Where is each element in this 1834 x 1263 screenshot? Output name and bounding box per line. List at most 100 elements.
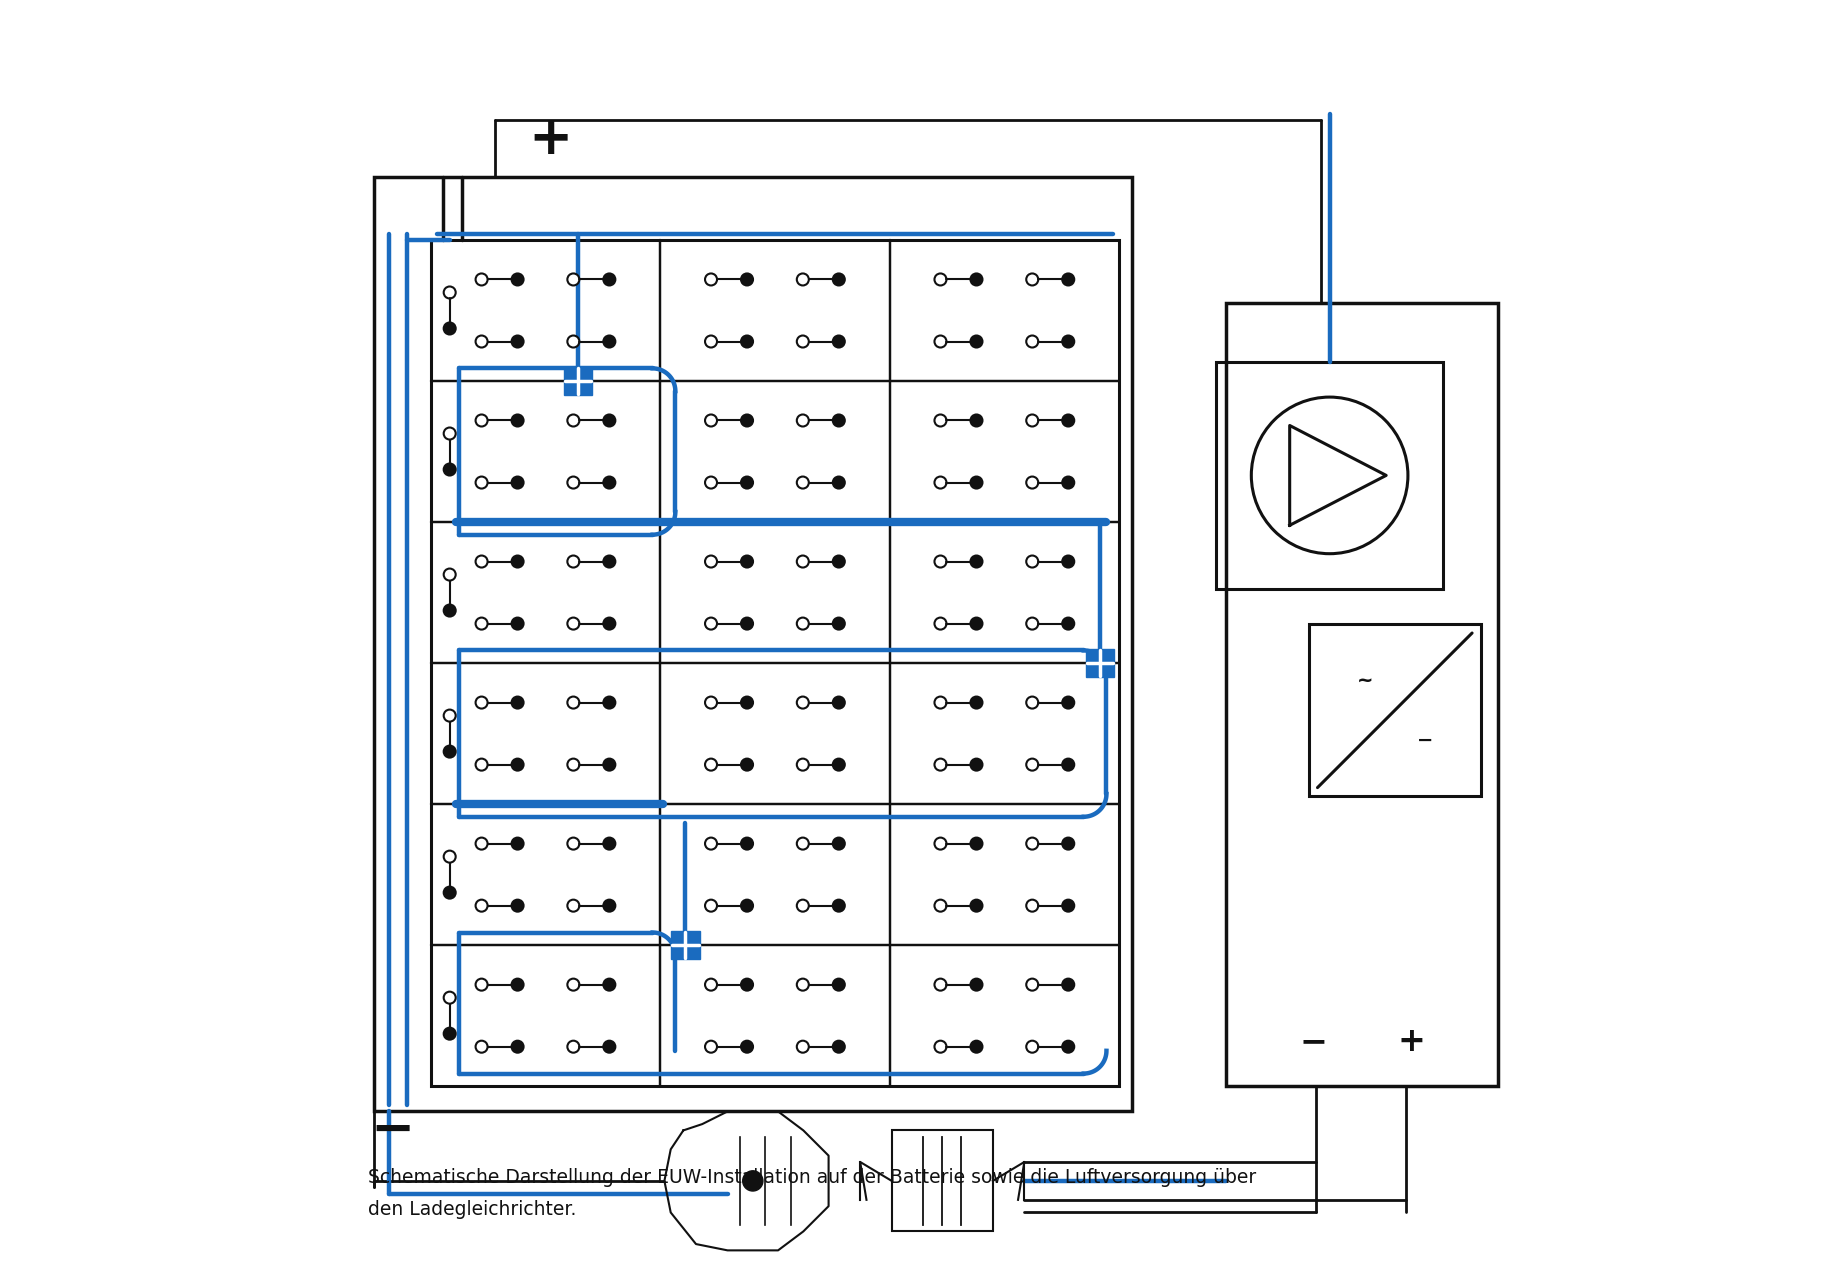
Circle shape [444,887,455,899]
Circle shape [935,759,946,770]
Circle shape [970,336,983,347]
Circle shape [603,979,616,990]
Circle shape [704,414,717,427]
Circle shape [833,899,845,912]
Circle shape [796,274,809,285]
Circle shape [704,618,717,629]
Circle shape [796,618,809,629]
Circle shape [444,605,455,616]
Circle shape [970,414,983,427]
Circle shape [444,991,455,1004]
Circle shape [475,414,488,427]
Bar [1086,649,1115,677]
Circle shape [512,556,523,567]
Circle shape [444,710,455,721]
Circle shape [512,274,523,285]
Circle shape [833,618,845,629]
Circle shape [1027,336,1038,347]
Circle shape [833,1041,845,1052]
Circle shape [512,759,523,770]
Circle shape [1062,837,1075,850]
Circle shape [741,556,754,567]
Circle shape [512,414,523,427]
Circle shape [796,697,809,709]
Circle shape [833,476,845,489]
Circle shape [741,414,754,427]
Circle shape [970,476,983,489]
Circle shape [741,837,754,850]
Circle shape [935,336,946,347]
Circle shape [1062,1041,1075,1052]
Circle shape [567,697,580,709]
Circle shape [475,274,488,285]
Circle shape [970,556,983,567]
Circle shape [741,979,754,990]
Circle shape [741,1041,754,1052]
Circle shape [444,745,455,758]
Circle shape [704,556,717,567]
Circle shape [475,697,488,709]
Circle shape [567,274,580,285]
Circle shape [567,1041,580,1052]
Circle shape [796,1041,809,1052]
Circle shape [796,759,809,770]
Circle shape [796,336,809,347]
Circle shape [1062,556,1075,567]
Circle shape [1027,274,1038,285]
Circle shape [567,979,580,990]
Circle shape [567,837,580,850]
Text: +: + [1398,1026,1425,1058]
Circle shape [1251,397,1409,553]
Circle shape [1027,899,1038,912]
Circle shape [475,618,488,629]
Circle shape [512,1041,523,1052]
Circle shape [475,759,488,770]
Circle shape [475,979,488,990]
Circle shape [512,476,523,489]
Bar [891,1130,992,1231]
Circle shape [1062,476,1075,489]
Circle shape [833,837,845,850]
Circle shape [603,274,616,285]
Circle shape [741,336,754,347]
Circle shape [567,336,580,347]
Circle shape [567,759,580,770]
Circle shape [444,322,455,335]
Circle shape [603,759,616,770]
Circle shape [833,274,845,285]
Circle shape [704,274,717,285]
Circle shape [603,899,616,912]
Circle shape [970,697,983,709]
Circle shape [1062,759,1075,770]
Circle shape [970,274,983,285]
Circle shape [1027,759,1038,770]
Circle shape [833,697,845,709]
Circle shape [1062,414,1075,427]
Circle shape [741,697,754,709]
Bar [431,240,1119,1086]
Circle shape [475,837,488,850]
Text: −: − [1298,1026,1328,1058]
Circle shape [603,414,616,427]
Circle shape [704,336,717,347]
Circle shape [935,618,946,629]
Circle shape [567,476,580,489]
Circle shape [741,618,754,629]
Circle shape [833,759,845,770]
Circle shape [475,1041,488,1052]
Circle shape [512,837,523,850]
Circle shape [796,837,809,850]
Circle shape [603,618,616,629]
Circle shape [833,979,845,990]
Circle shape [1027,979,1038,990]
Circle shape [704,697,717,709]
Circle shape [567,414,580,427]
Bar [1309,624,1480,796]
Circle shape [475,476,488,489]
Circle shape [935,476,946,489]
Circle shape [512,697,523,709]
Circle shape [935,837,946,850]
Circle shape [1062,336,1075,347]
Circle shape [970,1041,983,1052]
Circle shape [833,556,845,567]
